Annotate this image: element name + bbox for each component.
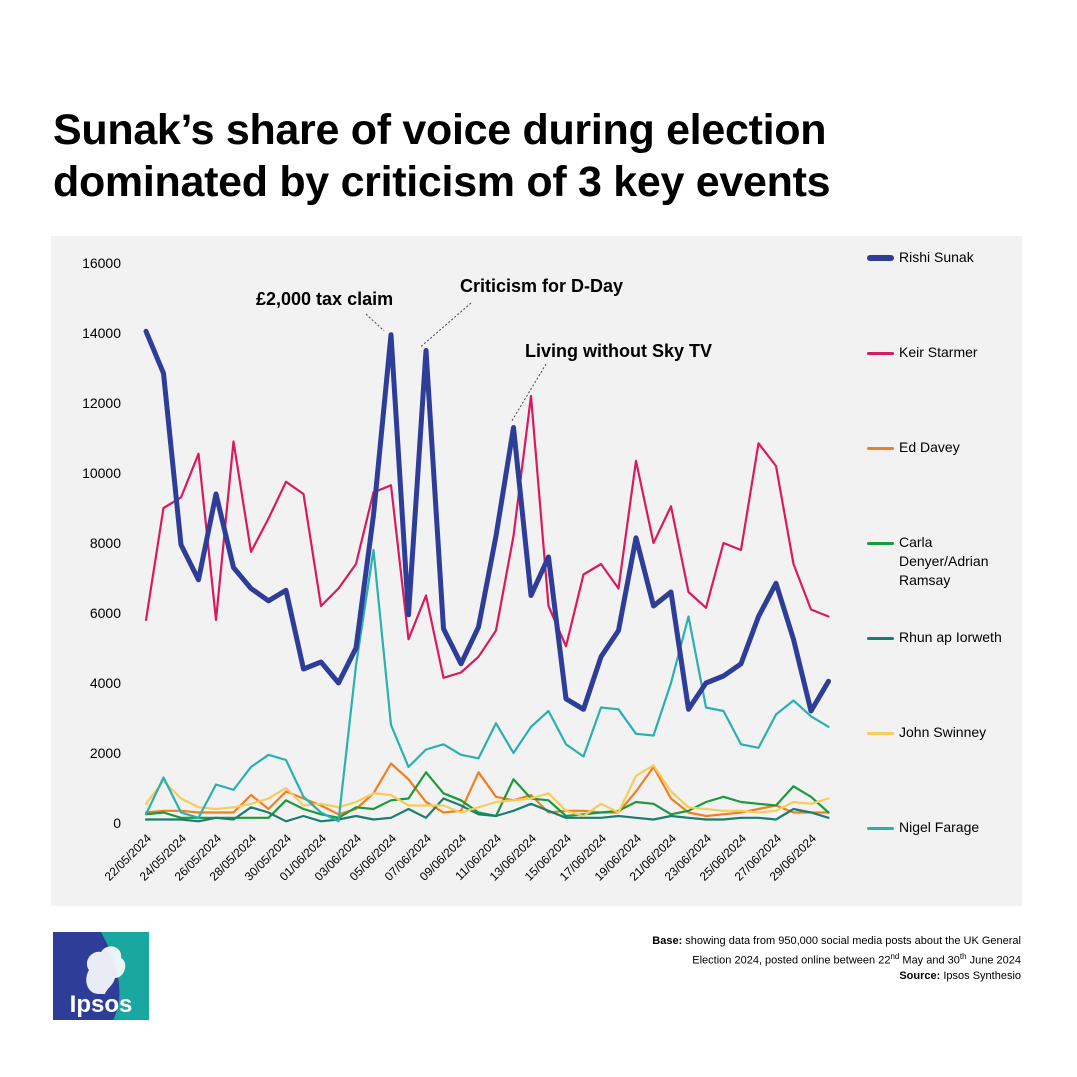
y-tick-label: 14000 bbox=[82, 325, 121, 341]
legend-swatch bbox=[867, 542, 894, 545]
base-line-2: Election 2024, posted online between 22n… bbox=[692, 952, 1021, 967]
ipsos-logo: Ipsos bbox=[53, 932, 149, 1020]
base-line-1: Base: showing data from 950,000 social m… bbox=[652, 935, 1021, 947]
legend-swatch bbox=[867, 352, 894, 355]
annotation-label: Criticism for D-Day bbox=[460, 276, 623, 296]
series-line-rishi-sunak bbox=[143, 328, 831, 714]
legend-label: Ed Davey bbox=[899, 439, 960, 455]
legend-swatch bbox=[867, 637, 894, 640]
legend-swatch bbox=[867, 732, 894, 735]
legend-label: Rishi Sunak bbox=[899, 249, 974, 265]
y-tick-label: 8000 bbox=[90, 535, 121, 551]
annotation-leader bbox=[365, 313, 385, 332]
annotation-label: Living without Sky TV bbox=[525, 341, 712, 361]
annotation-label: £2,000 tax claim bbox=[256, 289, 393, 309]
chart-panel: 0 2000 4000 6000 8000 10000 12000 14000 16000 22/… bbox=[51, 236, 1022, 906]
legend-swatch bbox=[867, 447, 894, 450]
y-tick-label: 0 bbox=[113, 815, 121, 831]
y-tick-label: 6000 bbox=[90, 605, 121, 621]
line-chart: 020004000600080001000012000140001600022/… bbox=[82, 255, 831, 884]
y-tick-label: 12000 bbox=[82, 395, 121, 411]
series-line-keir-starmer bbox=[144, 394, 830, 679]
legend-swatch bbox=[867, 827, 894, 830]
base-note: Base: showing data from 950,000 social m… bbox=[501, 934, 1021, 984]
series-line-rhun-ap-iorweth bbox=[144, 797, 830, 823]
annotation-leader bbox=[420, 302, 472, 347]
svg-text:Ipsos: Ipsos bbox=[70, 991, 133, 1018]
legend-label: John Swinney bbox=[899, 724, 987, 740]
y-tick-label: 16000 bbox=[82, 255, 121, 271]
series-line-nigel-farage bbox=[144, 548, 830, 823]
legend-label: Keir Starmer bbox=[899, 344, 978, 360]
legend-label: Nigel Farage bbox=[899, 819, 980, 835]
y-tick-label: 4000 bbox=[90, 675, 121, 691]
source-line: Source: Ipsos Synthesio bbox=[899, 969, 1021, 982]
y-tick-label: 10000 bbox=[82, 465, 121, 481]
legend-label: Carla Denyer/Adrian Ramsay bbox=[899, 534, 989, 588]
legend-label: Rhun ap Iorweth bbox=[899, 629, 1002, 645]
page-title: Sunak’s share of voice during election d… bbox=[53, 106, 831, 206]
annotation-leader bbox=[511, 363, 547, 422]
series-line-john-swinney bbox=[144, 764, 830, 818]
y-tick-label: 2000 bbox=[90, 745, 121, 761]
legend-swatch bbox=[867, 255, 894, 261]
